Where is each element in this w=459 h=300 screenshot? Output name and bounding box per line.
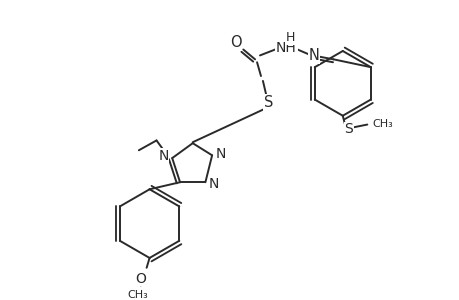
Text: S: S: [343, 122, 352, 136]
Text: NH: NH: [275, 40, 296, 55]
Text: N: N: [215, 147, 226, 161]
Text: O: O: [229, 35, 241, 50]
Text: CH₃: CH₃: [371, 118, 392, 129]
Text: O: O: [135, 272, 146, 286]
Text: N: N: [158, 149, 168, 163]
Text: N: N: [208, 177, 219, 191]
Text: CH₃: CH₃: [127, 290, 148, 300]
Text: N: N: [308, 48, 319, 63]
Text: S: S: [263, 95, 273, 110]
Text: H: H: [285, 31, 294, 44]
